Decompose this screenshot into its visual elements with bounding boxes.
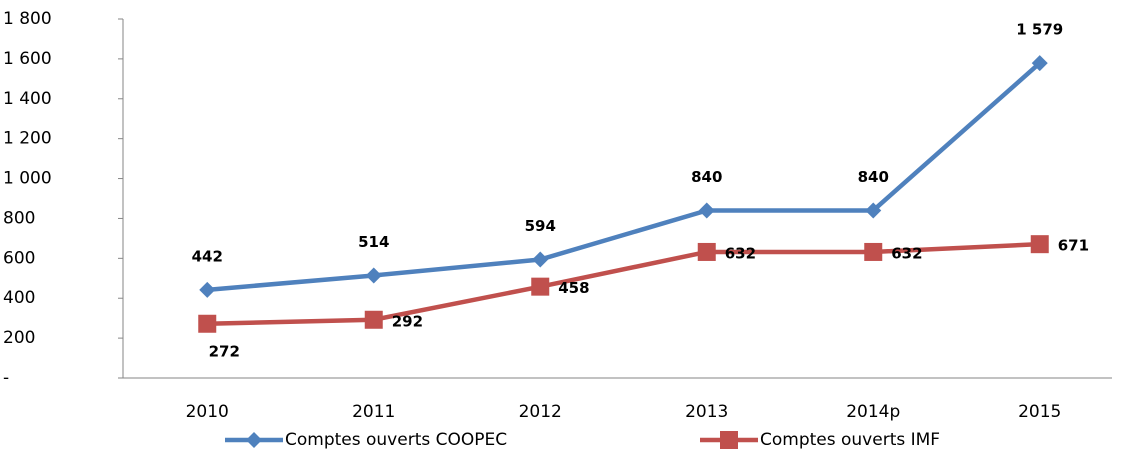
data-label: 632 [891,244,922,262]
x-tick-label: 2011 [352,402,395,422]
series-line [207,241,1040,327]
series-line [207,61,1042,293]
legend-marker [246,432,262,448]
point [865,202,882,219]
data-label: 1 579 [1016,21,1063,39]
point [198,314,217,333]
y-tick-label: 400 [3,288,35,308]
data-label: 840 [858,168,889,186]
x-tick-label: 2010 [186,402,229,422]
point [1031,55,1048,72]
data-label: 840 [691,168,722,186]
x-tick-label: 2014p [846,402,900,422]
y-tick-label: - [3,368,9,388]
y-tick-label: 600 [3,248,35,268]
legend-label: Comptes ouverts COOPEC [285,430,507,450]
x-tick-label: 2013 [685,402,728,422]
y-tick-label: 1 000 [3,169,52,189]
data-label: 458 [558,279,589,297]
data-label: 514 [358,233,389,251]
point [532,251,549,268]
x-tick-label: 2012 [519,402,562,422]
data-label: 632 [725,244,756,262]
point [697,242,716,261]
point [1030,235,1049,254]
legend-label: Comptes ouverts IMF [760,430,940,450]
data-label: 442 [192,247,223,265]
data-label: 594 [525,217,556,235]
legend-marker [720,431,738,449]
point [864,242,883,261]
y-tick-label: 1 600 [3,49,52,69]
point [531,277,550,296]
y-tick-label: 1 400 [3,89,52,109]
y-tick-label: 1 800 [3,9,52,29]
x-tick-label: 2015 [1018,402,1061,422]
point [364,310,383,329]
data-label: 671 [1058,237,1089,255]
point [365,267,382,284]
point [199,281,216,298]
point [698,202,715,219]
y-tick-label: 200 [3,328,35,348]
data-label: 292 [392,312,423,330]
data-label: 272 [209,342,240,360]
y-tick-label: 800 [3,208,35,228]
y-tick-label: 1 200 [3,129,52,149]
